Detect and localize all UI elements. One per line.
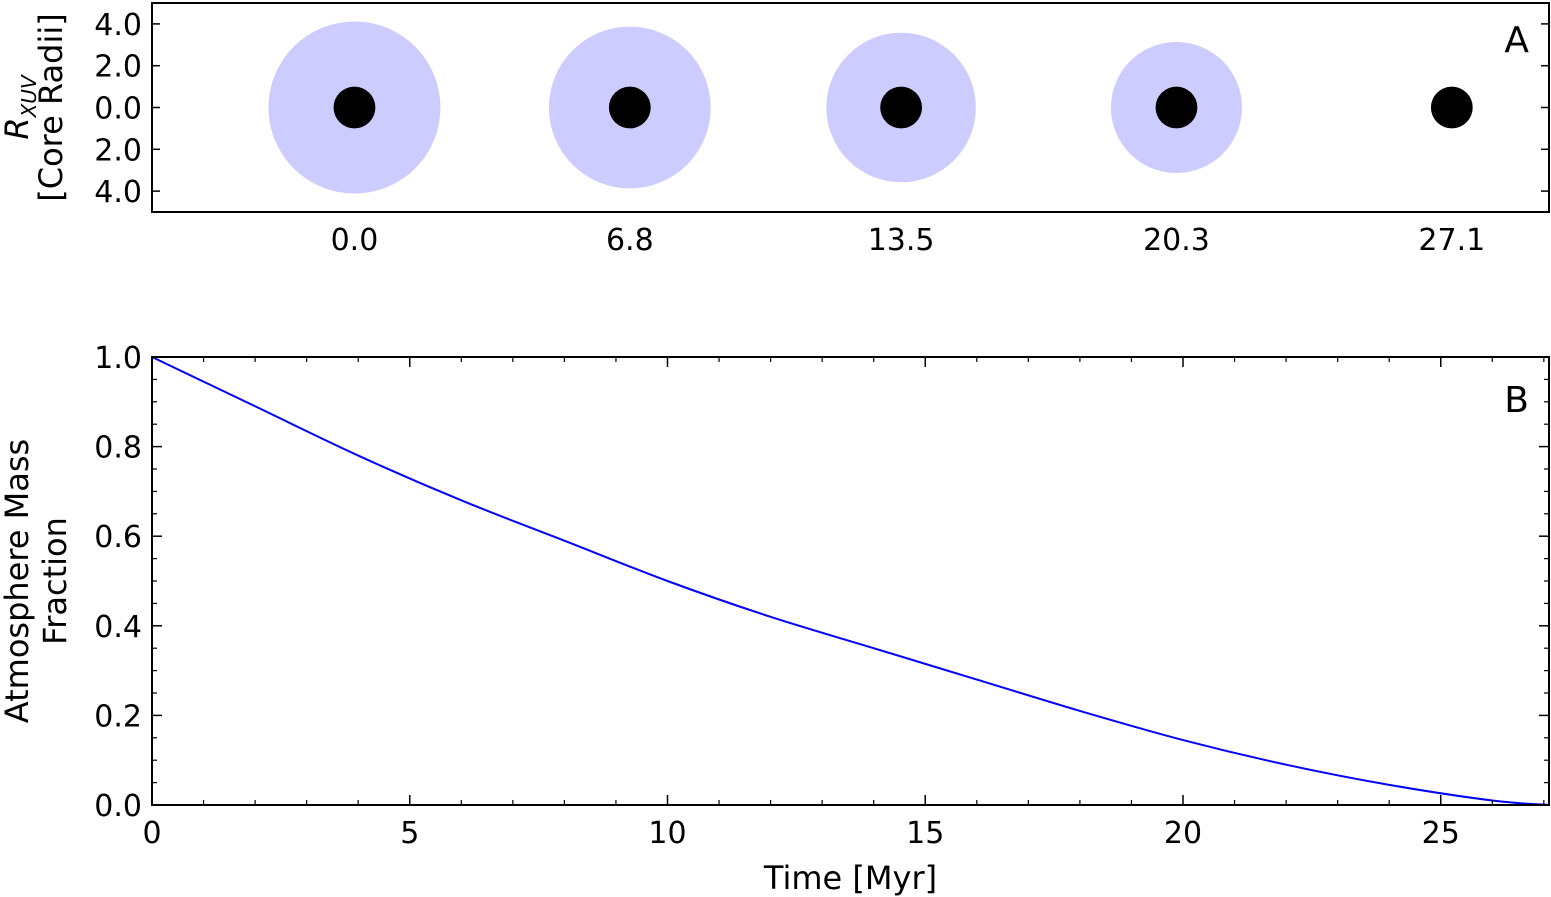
envelope-group: [268, 21, 1243, 194]
panel-b-x-axis-title: Time [Myr]: [763, 859, 937, 897]
x-tick-label: 6.8: [606, 223, 654, 258]
x-tick-label: 20.3: [1143, 223, 1210, 258]
y-tick-label: 2.0: [94, 50, 142, 85]
x-tick-label: 0: [142, 816, 161, 851]
panel-a-y-ticks: 4.0 2.0 0.0 2.0 4.0: [94, 8, 1549, 210]
panel-a-frame: [151, 2, 1550, 213]
planet-core: [608, 86, 651, 129]
panel-b-y-axis-title-line1: Atmosphere Mass: [0, 439, 36, 723]
planet-core: [1155, 86, 1198, 129]
panel-b-minor-ticks: [152, 357, 1549, 805]
y-tick-label: 0.0: [94, 92, 142, 127]
panel-a-x-ticks: 0.0 6.8 13.5 20.3 27.1: [331, 223, 1486, 258]
planet-core: [333, 86, 376, 129]
panel-b-x-ticks: 0 5 10 15 20 25: [142, 357, 1460, 851]
panel-a-y-axis-title: RXUV [Core Radii]: [0, 13, 70, 201]
y-tick-label: 0.6: [94, 520, 142, 555]
y-tick-label: 0.0: [94, 789, 142, 824]
x-tick-label: 15: [906, 816, 944, 851]
panel-a-y-axis-unit: [Core Radii]: [32, 13, 70, 201]
x-tick-label: 27.1: [1418, 223, 1485, 258]
y-tick-label: 0.8: [94, 431, 142, 466]
x-tick-label: 20: [1164, 816, 1202, 851]
x-tick-label: 5: [400, 816, 419, 851]
x-tick-label: 0.0: [331, 223, 379, 258]
core-group: [333, 86, 1473, 129]
panel-b-y-axis-title: Atmosphere Mass Fraction: [0, 439, 74, 723]
panel-a-label: A: [1504, 20, 1529, 61]
x-tick-label: 25: [1422, 816, 1460, 851]
y-tick-label: 1.0: [94, 341, 142, 376]
panel-a-y-axis-symbol: RXUV: [0, 74, 41, 140]
y-tick-label: 0.2: [94, 699, 142, 734]
panel-b-label: B: [1504, 380, 1529, 421]
y-tick-label: 4.0: [94, 8, 142, 43]
x-tick-label: 10: [648, 816, 686, 851]
atmosphere-mass-line: [151, 356, 1550, 806]
panel-b: 0.0 0.2 0.4 0.6 0.8 1.0 0 5 10 15 20 25 B Time [My…: [0, 341, 1550, 897]
x-tick-label: 13.5: [868, 223, 935, 258]
panel-b-frame: [151, 356, 1550, 806]
panel-a: 4.0 2.0 0.0 2.0 4.0 0.0 6.8 13.5 20.3 27.1 A RXU…: [0, 2, 1550, 258]
planet-core: [1430, 86, 1473, 129]
panel-b-y-ticks: 0.0 0.2 0.4 0.6 0.8 1.0: [94, 341, 1549, 824]
panel-b-y-axis-title-line2: Fraction: [36, 517, 74, 645]
y-tick-label: 0.4: [94, 610, 142, 645]
planet-core: [880, 86, 923, 129]
y-tick-label: 4.0: [94, 175, 142, 210]
y-tick-label: 2.0: [94, 133, 142, 168]
